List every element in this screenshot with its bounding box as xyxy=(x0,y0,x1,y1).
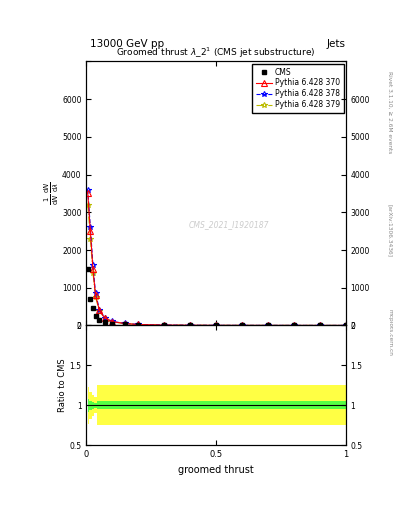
Line: Pythia 6.428 370: Pythia 6.428 370 xyxy=(85,190,349,328)
CMS xyxy=(102,319,107,326)
Pythia 6.428 370 xyxy=(88,228,93,234)
Y-axis label: Ratio to CMS: Ratio to CMS xyxy=(58,358,67,412)
Pythia 6.428 370 xyxy=(93,292,98,298)
Pythia 6.428 379 xyxy=(90,269,95,275)
CMS xyxy=(123,322,128,328)
Pythia 6.428 378 xyxy=(97,307,102,313)
Pythia 6.428 378 xyxy=(136,322,141,328)
CMS xyxy=(188,322,193,328)
CMS xyxy=(88,296,93,302)
Pythia 6.428 379 xyxy=(188,322,193,328)
Pythia 6.428 379 xyxy=(136,322,141,328)
CMS xyxy=(85,266,90,272)
Line: CMS: CMS xyxy=(86,267,348,328)
Pythia 6.428 378 xyxy=(292,323,296,329)
Pythia 6.428 379 xyxy=(318,323,322,329)
Pythia 6.428 370 xyxy=(110,318,115,325)
Pythia 6.428 378 xyxy=(343,323,348,329)
CMS xyxy=(318,323,322,329)
Pythia 6.428 378 xyxy=(93,290,98,296)
Text: CMS_2021_I1920187: CMS_2021_I1920187 xyxy=(189,221,269,229)
CMS xyxy=(162,322,167,328)
Pythia 6.428 378 xyxy=(188,322,193,328)
Pythia 6.428 378 xyxy=(240,323,244,329)
Pythia 6.428 379 xyxy=(266,323,270,329)
CMS xyxy=(90,305,95,311)
Pythia 6.428 378 xyxy=(266,323,270,329)
Pythia 6.428 370 xyxy=(97,307,102,313)
CMS xyxy=(343,323,348,329)
Pythia 6.428 378 xyxy=(102,314,107,321)
Pythia 6.428 379 xyxy=(292,323,296,329)
Pythia 6.428 370 xyxy=(214,322,219,328)
Text: 13000 GeV pp: 13000 GeV pp xyxy=(90,38,165,49)
Pythia 6.428 370 xyxy=(240,323,244,329)
Pythia 6.428 378 xyxy=(123,321,128,327)
CMS xyxy=(110,321,115,327)
CMS xyxy=(97,317,102,323)
Pythia 6.428 378 xyxy=(90,262,95,268)
Pythia 6.428 379 xyxy=(102,315,107,322)
Pythia 6.428 379 xyxy=(162,322,167,328)
Text: mcplots.cern.ch: mcplots.cern.ch xyxy=(387,309,392,356)
Pythia 6.428 379 xyxy=(85,202,90,208)
Pythia 6.428 378 xyxy=(110,318,115,325)
Line: Pythia 6.428 379: Pythia 6.428 379 xyxy=(85,202,349,328)
Pythia 6.428 379 xyxy=(123,321,128,327)
Pythia 6.428 378 xyxy=(88,224,93,230)
Pythia 6.428 370 xyxy=(318,323,322,329)
Pythia 6.428 379 xyxy=(240,323,244,329)
Pythia 6.428 378 xyxy=(162,322,167,328)
Pythia 6.428 370 xyxy=(90,266,95,272)
Pythia 6.428 379 xyxy=(110,319,115,325)
Pythia 6.428 379 xyxy=(93,294,98,300)
Pythia 6.428 378 xyxy=(85,186,90,193)
Text: Jets: Jets xyxy=(327,38,346,49)
Text: Rivet 3.1.10, ≥ 2.6M events: Rivet 3.1.10, ≥ 2.6M events xyxy=(387,72,392,154)
Pythia 6.428 370 xyxy=(162,322,167,328)
Pythia 6.428 370 xyxy=(292,323,296,329)
Pythia 6.428 379 xyxy=(88,236,93,242)
Pythia 6.428 370 xyxy=(266,323,270,329)
Y-axis label: $\frac{1}{\mathrm{d}N}\,\frac{\mathrm{d}N}{\mathrm{d}\lambda}$: $\frac{1}{\mathrm{d}N}\,\frac{\mathrm{d}… xyxy=(42,182,61,205)
Pythia 6.428 370 xyxy=(123,321,128,327)
Pythia 6.428 379 xyxy=(343,323,348,329)
Line: Pythia 6.428 378: Pythia 6.428 378 xyxy=(85,187,349,328)
Pythia 6.428 378 xyxy=(214,322,219,328)
CMS xyxy=(214,322,219,328)
Pythia 6.428 370 xyxy=(102,315,107,321)
Pythia 6.428 370 xyxy=(85,190,90,197)
CMS xyxy=(240,323,244,329)
CMS xyxy=(266,323,270,329)
X-axis label: groomed thrust: groomed thrust xyxy=(178,465,254,475)
Text: [arXiv:1306.3436]: [arXiv:1306.3436] xyxy=(387,204,392,257)
Pythia 6.428 370 xyxy=(136,322,141,328)
Legend: CMS, Pythia 6.428 370, Pythia 6.428 378, Pythia 6.428 379: CMS, Pythia 6.428 370, Pythia 6.428 378,… xyxy=(252,63,343,113)
CMS xyxy=(292,323,296,329)
Pythia 6.428 379 xyxy=(97,308,102,314)
CMS xyxy=(93,313,98,319)
Pythia 6.428 379 xyxy=(214,322,219,328)
Pythia 6.428 370 xyxy=(188,322,193,328)
CMS xyxy=(136,322,141,328)
Pythia 6.428 370 xyxy=(343,323,348,329)
Title: Groomed thrust $\lambda\_2^1$ (CMS jet substructure): Groomed thrust $\lambda\_2^1$ (CMS jet s… xyxy=(116,46,316,60)
Pythia 6.428 378 xyxy=(318,323,322,329)
